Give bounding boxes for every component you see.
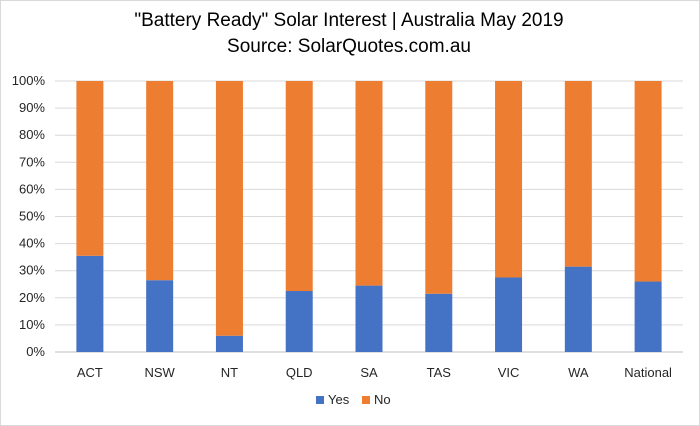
y-tick-label: 90% — [19, 100, 45, 115]
bar-yes-qld — [285, 291, 313, 352]
bar-yes-national — [634, 281, 662, 352]
bar-no-vic — [495, 81, 523, 278]
y-tick-label: 10% — [19, 317, 45, 332]
bar-yes-vic — [495, 277, 523, 352]
legend-label-yes: Yes — [328, 392, 350, 407]
y-tick-label: 40% — [19, 236, 45, 251]
y-tick-label: 70% — [19, 154, 45, 169]
y-tick-label: 50% — [19, 209, 45, 224]
legend-swatch-yes — [316, 396, 324, 404]
legend-label-no: No — [374, 392, 391, 407]
x-tick-label: TAS — [427, 365, 452, 380]
x-tick-label: QLD — [286, 365, 313, 380]
bar-no-nt — [215, 81, 243, 336]
chart-title: "Battery Ready" Solar Interest | Austral… — [134, 10, 564, 31]
bar-no-act — [76, 81, 104, 256]
chart-subtitle: Source: SolarQuotes.com.au — [227, 36, 471, 57]
y-tick-label: 60% — [19, 181, 45, 196]
bar-no-sa — [355, 81, 383, 286]
bar-yes-nt — [215, 335, 243, 352]
y-tick-label: 30% — [19, 263, 45, 278]
x-tick-label: NT — [221, 365, 238, 380]
y-tick-label: 100% — [12, 73, 46, 88]
bar-no-wa — [564, 81, 592, 267]
x-tick-label: WA — [568, 365, 589, 380]
bar-no-qld — [285, 81, 313, 292]
x-tick-label: NSW — [144, 365, 175, 380]
x-tick-label: SA — [360, 365, 378, 380]
x-tick-label: National — [624, 365, 672, 380]
x-tick-label: VIC — [498, 365, 520, 380]
y-tick-label: 20% — [19, 290, 45, 305]
bar-yes-tas — [425, 293, 453, 352]
bar-no-tas — [425, 81, 453, 294]
bar-yes-wa — [564, 266, 592, 352]
bar-no-nsw — [146, 81, 174, 281]
bar-yes-act — [76, 255, 104, 352]
y-tick-label: 80% — [19, 127, 45, 142]
legend-swatch-no — [362, 396, 370, 404]
bar-no-national — [634, 81, 662, 282]
bar-yes-sa — [355, 285, 383, 352]
x-tick-label: ACT — [77, 365, 103, 380]
y-tick-label: 0% — [26, 344, 45, 359]
bar-yes-nsw — [146, 280, 174, 352]
